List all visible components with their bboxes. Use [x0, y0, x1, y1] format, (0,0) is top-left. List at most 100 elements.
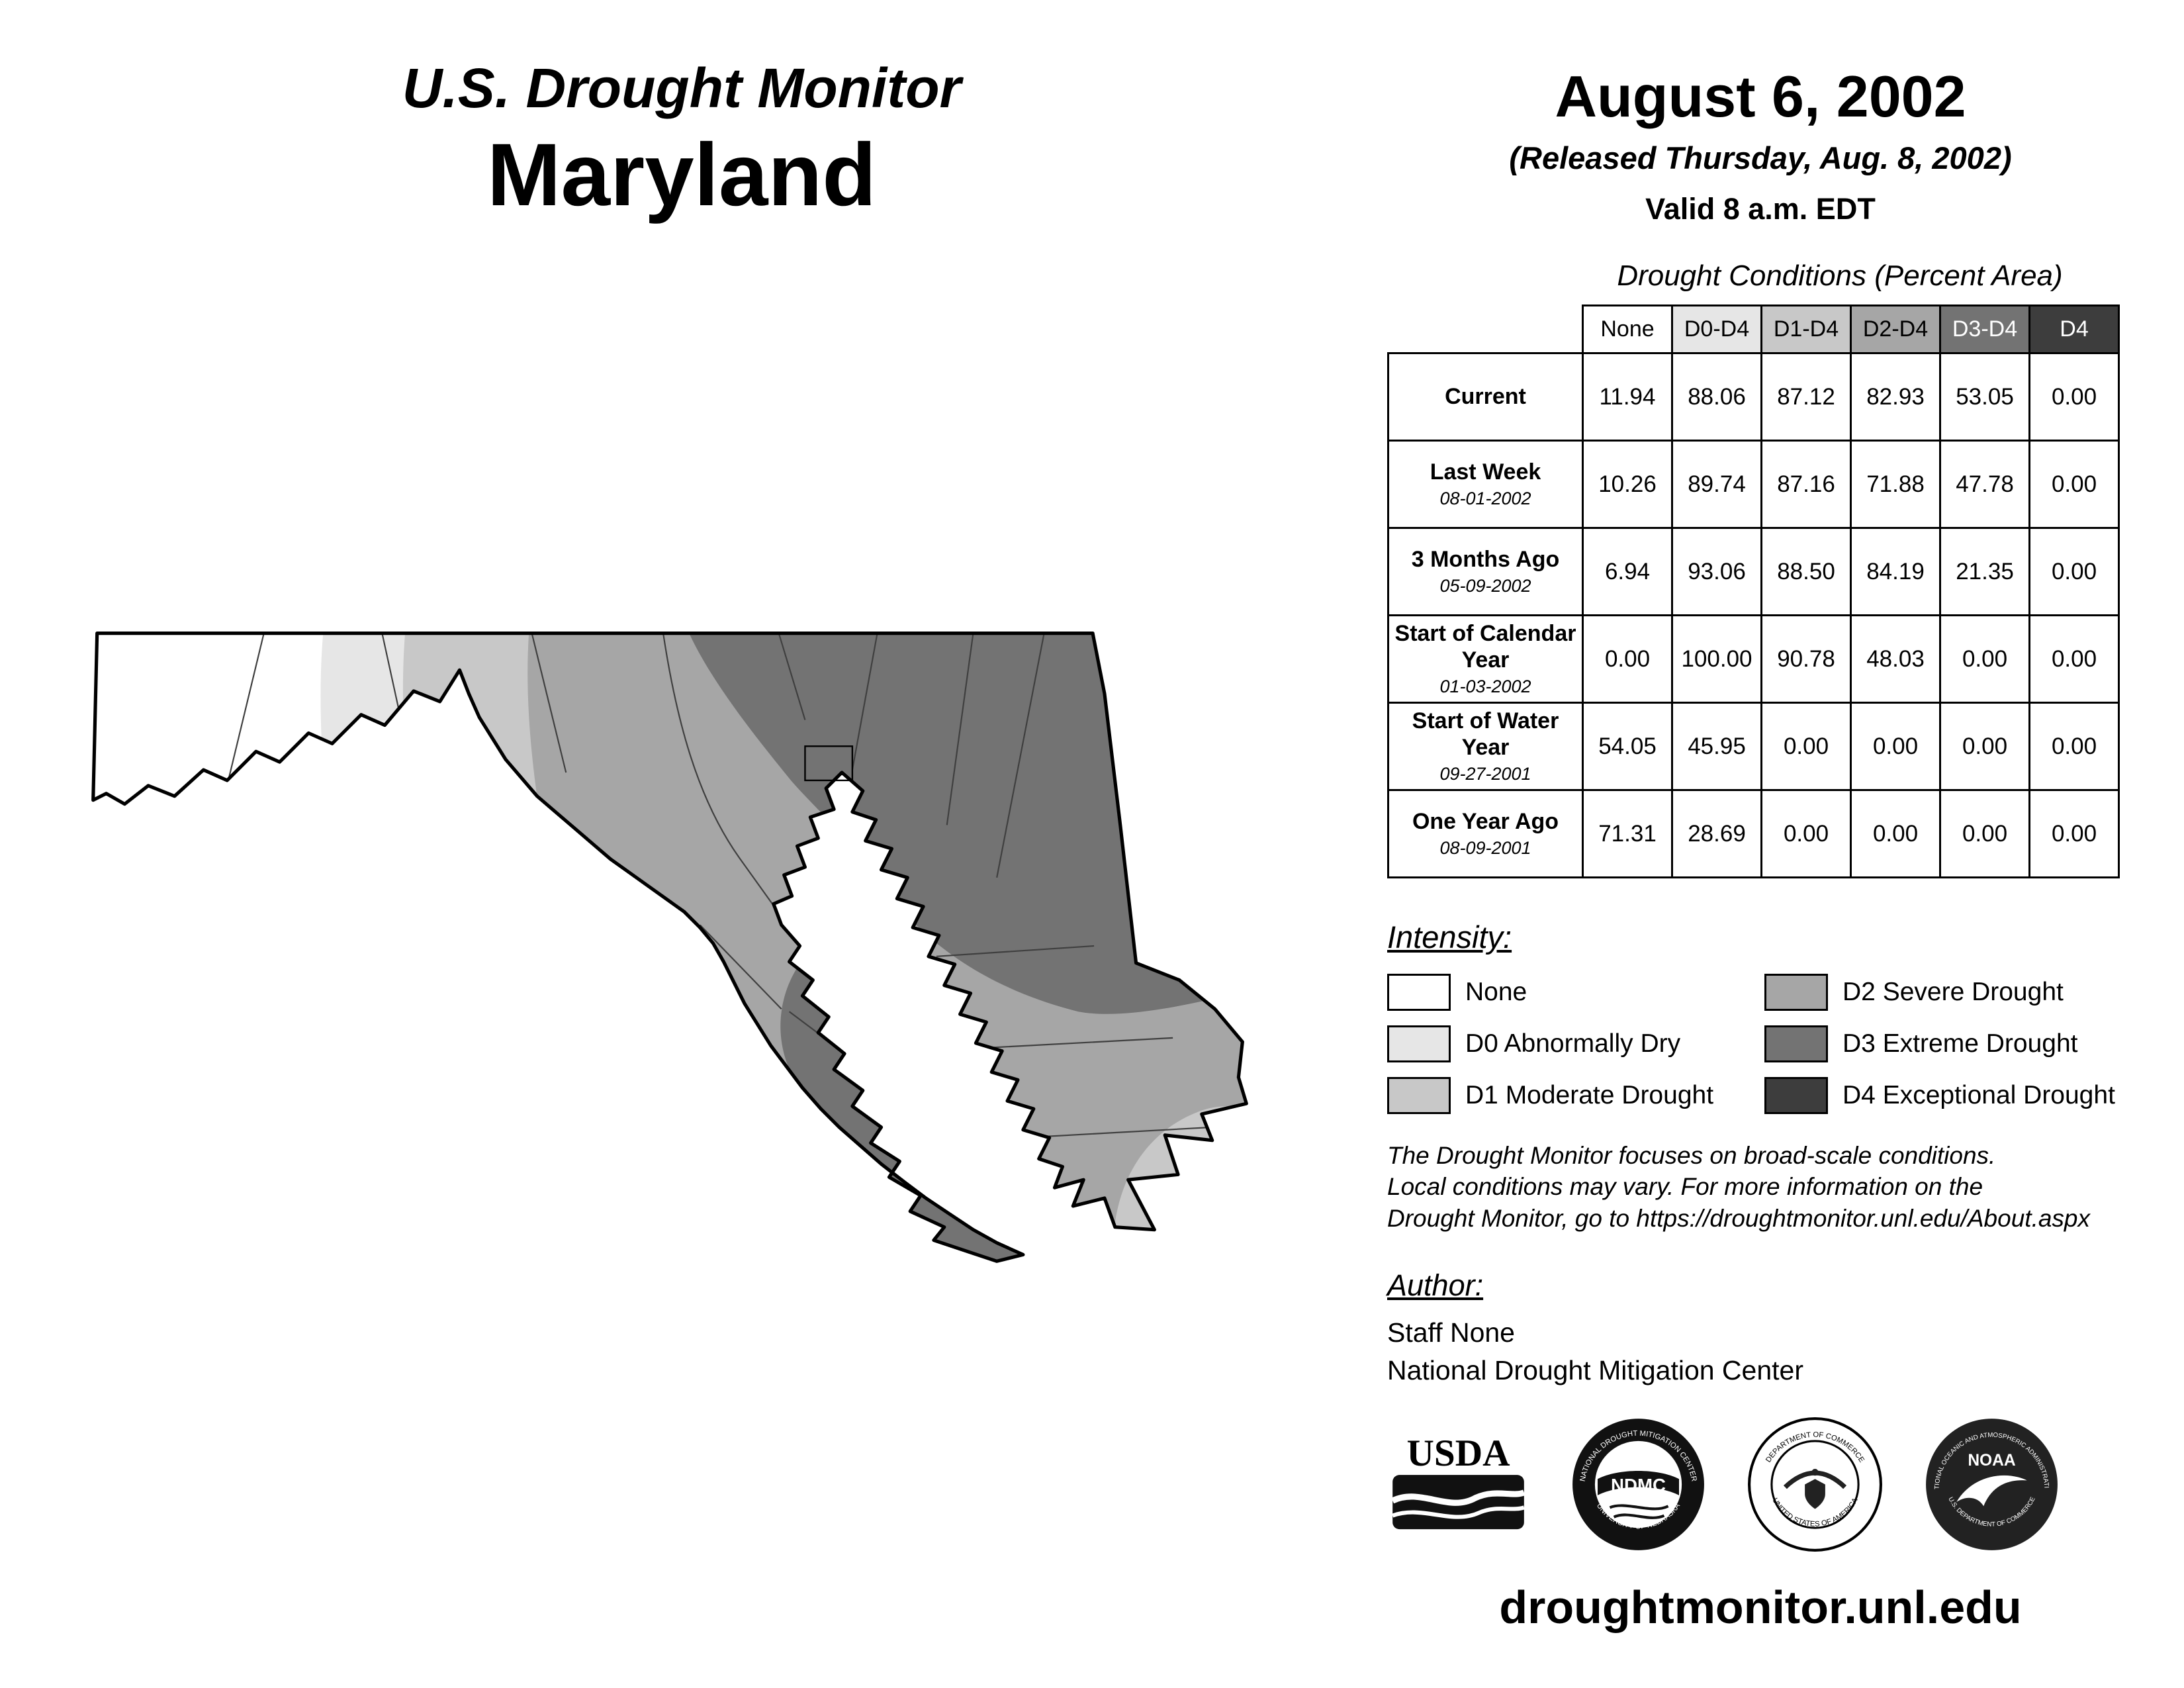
table-cell: 6.94: [1582, 527, 1673, 616]
usda-wave-icon: [1391, 1489, 1525, 1506]
ndmc-band: [1598, 1471, 1679, 1495]
table-row: Start of Calendar Year 01-03-2002 0.00 1…: [1387, 614, 2120, 704]
table-row: Start of Water Year 09-27-2001 54.05 45.…: [1387, 702, 2120, 791]
state-outline: [91, 632, 1248, 1263]
row-label: 3 Months Ago: [1411, 546, 1560, 572]
legend-title: Intensity:: [1387, 919, 1512, 955]
page-title: U.S. Drought Monitor: [402, 57, 962, 119]
table-cell: 10.26: [1582, 440, 1673, 529]
row-label: One Year Ago: [1412, 808, 1559, 834]
table-row: Last Week 08-01-2002 10.26 89.74 87.16 7…: [1387, 440, 2120, 529]
author-heading: Author:: [1387, 1268, 1484, 1302]
row-date: 08-09-2001: [1439, 838, 1531, 859]
table-cell: 84.19: [1850, 527, 1941, 616]
table-cell: 28.69: [1671, 789, 1762, 878]
ndmc-wave-icon: [1609, 1504, 1669, 1511]
table-cell: 48.03: [1850, 614, 1941, 704]
legend-swatch-d4: [1764, 1077, 1828, 1114]
row-date: 09-27-2001: [1439, 763, 1531, 784]
legend-item-d1: D1 Moderate Drought: [1387, 1077, 1764, 1114]
legend-item-d4: D4 Exceptional Drought: [1764, 1077, 2115, 1114]
row-label: Start of Water Year: [1412, 708, 1559, 760]
table-cell: 54.05: [1582, 702, 1673, 791]
table-cell: 87.16: [1760, 440, 1852, 529]
col-header-none: None: [1582, 305, 1673, 354]
gull-icon: [1956, 1475, 2027, 1507]
row-label-cell: Last Week 08-01-2002: [1387, 440, 1584, 529]
table-cell: 0.00: [2028, 614, 2120, 704]
brand-block: U.S. Drought Monitor Maryland: [172, 56, 1191, 226]
ndmc-wave-icon: [1613, 1513, 1665, 1519]
row-label: Start of Calendar Year: [1394, 621, 1576, 673]
usda-wave-icon: [1392, 1505, 1525, 1519]
table-cell: 0.00: [2028, 440, 2120, 529]
footer-url[interactable]: droughtmonitor.unl.edu: [1499, 1581, 2022, 1633]
table-cell: 0.00: [1939, 614, 2030, 704]
disclaimer-line: Local conditions may vary. For more info…: [1387, 1173, 1983, 1201]
valid-time: Valid 8 a.m. EDT: [1645, 192, 1876, 226]
table-cell: 0.00: [2028, 527, 2120, 616]
table-cell: 88.50: [1760, 527, 1852, 616]
row-label-cell: One Year Ago 08-09-2001: [1387, 789, 1584, 878]
legend-item-d3: D3 Extreme Drought: [1764, 1025, 2115, 1062]
table-cell: 0.00: [1582, 614, 1673, 704]
row-label: Last Week: [1430, 459, 1541, 485]
table-cell: 0.00: [1760, 789, 1852, 878]
table-cell: 71.88: [1850, 440, 1941, 529]
table-cell: 0.00: [2028, 702, 2120, 791]
legend-label: D4 Exceptional Drought: [1843, 1081, 2115, 1109]
maryland-drought-map: [69, 609, 1357, 1278]
col-header-d4: D4: [2028, 305, 2120, 354]
row-label: Current: [1445, 383, 1526, 409]
col-header-d0d4: D0-D4: [1671, 305, 1762, 354]
legend-item-d2: D2 Severe Drought: [1764, 974, 2115, 1011]
intensity-legend: Intensity: None D0 Abnormally Dry D1 Mod…: [1387, 919, 2115, 1114]
legend-swatch-d2: [1764, 974, 1828, 1011]
drought-conditions-table: None D0-D4 D1-D4 D2-D4 D3-D4 D4 Current …: [1387, 305, 2120, 878]
col-header-d2d4: D2-D4: [1850, 305, 1941, 354]
release-date: (Released Thursday, Aug. 8, 2002): [1509, 140, 2012, 175]
table-corner-cell: [1388, 305, 1583, 353]
table-row: 3 Months Ago 05-09-2002 6.94 93.06 88.50…: [1387, 527, 2120, 616]
legend-label: D0 Abnormally Dry: [1465, 1029, 1681, 1058]
col-header-d1d4: D1-D4: [1760, 305, 1852, 354]
noaa-logo: NATIONAL OCEANIC AND ATMOSPHERIC ADMINIS…: [1924, 1417, 2058, 1550]
col-header-d3d4: D3-D4: [1939, 305, 2030, 354]
table-header-row: None D0-D4 D1-D4 D2-D4 D3-D4 D4: [1388, 305, 2120, 354]
agency-logos: USDA NATIONAL DROUGHT MITIGATION CENTER …: [1387, 1417, 2060, 1552]
legend-swatch-none: [1387, 974, 1451, 1011]
table-cell: 93.06: [1671, 527, 1762, 616]
ndmc-logo-text: NDMC: [1611, 1475, 1666, 1495]
table-cell: 0.00: [1850, 789, 1941, 878]
row-date: 08-01-2002: [1439, 489, 1531, 509]
table-cell: 0.00: [2028, 352, 2120, 442]
legend-swatch-d3: [1764, 1025, 1828, 1062]
baltimore-city-outline: [804, 745, 854, 782]
legend-swatch-d1: [1387, 1077, 1451, 1114]
ndmc-logo: NATIONAL DROUGHT MITIGATION CENTER UNIVE…: [1572, 1419, 1704, 1550]
legend-swatch-d0: [1387, 1025, 1451, 1062]
table-cell: 0.00: [1760, 702, 1852, 791]
legend-label: D3 Extreme Drought: [1843, 1029, 2078, 1058]
disclaimer-line: Drought Monitor, go to https://droughtmo…: [1387, 1204, 2090, 1232]
row-date: 01-03-2002: [1439, 676, 1531, 696]
issue-date: August 6, 2002: [1555, 64, 1966, 129]
table-cell: 0.00: [1939, 789, 2030, 878]
disclaimer-notes: The Drought Monitor focuses on broad-sca…: [1387, 1140, 2090, 1234]
disclaimer-line: The Drought Monitor focuses on broad-sca…: [1387, 1142, 1996, 1169]
row-date: 05-09-2002: [1439, 576, 1531, 596]
row-label-cell: Start of Calendar Year 01-03-2002: [1387, 614, 1584, 704]
legend-item-none: None: [1387, 974, 1764, 1011]
table-cell: 87.12: [1760, 352, 1852, 442]
author-org: National Drought Mitigation Center: [1387, 1355, 1803, 1385]
table-cell: 82.93: [1850, 352, 1941, 442]
legend-label: D1 Moderate Drought: [1465, 1081, 1714, 1109]
table-row: One Year Ago 08-09-2001 71.31 28.69 0.00…: [1387, 789, 2120, 878]
author-block: Author: Staff None National Drought Miti…: [1387, 1268, 1803, 1386]
table-cell: 100.00: [1671, 614, 1762, 704]
row-label-cell: Current: [1387, 352, 1584, 442]
table-row: Current 11.94 88.06 87.12 82.93 53.05 0.…: [1387, 352, 2120, 442]
legend-grid: None D0 Abnormally Dry D1 Moderate Droug…: [1387, 974, 2115, 1114]
table-cell: 90.78: [1760, 614, 1852, 704]
